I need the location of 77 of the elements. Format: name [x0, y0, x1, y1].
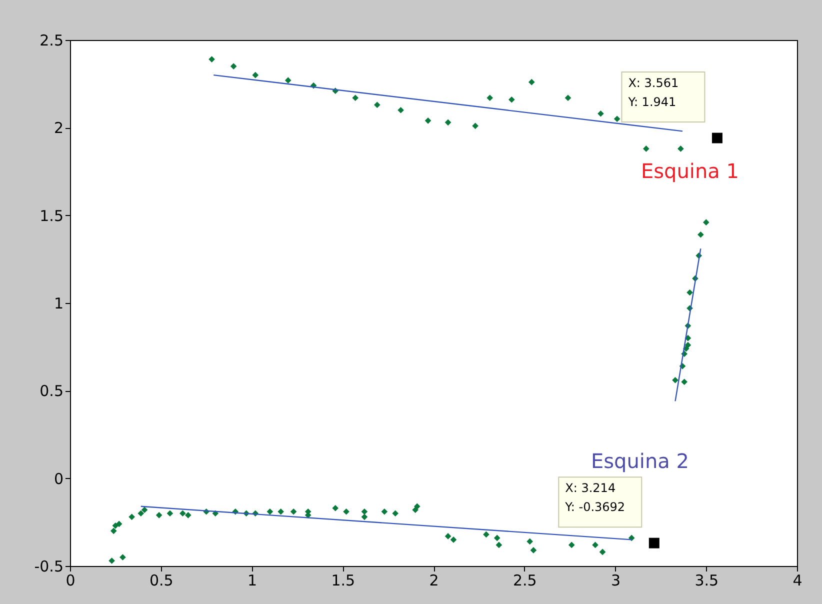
- point: [698, 231, 704, 238]
- point: [116, 520, 122, 528]
- point: [332, 504, 339, 512]
- x-tick-label: 1.5: [331, 572, 356, 590]
- point: [678, 146, 684, 152]
- point: [508, 96, 515, 103]
- point: [614, 116, 620, 122]
- x-tick-label: 0: [66, 572, 76, 590]
- point: [424, 117, 432, 124]
- point: [628, 534, 635, 542]
- annotation: Esquina 1: [641, 159, 739, 183]
- point: [648, 538, 660, 548]
- point: [290, 508, 297, 515]
- point: [702, 219, 710, 226]
- point: [450, 536, 457, 543]
- point: [266, 508, 274, 515]
- point: [712, 132, 722, 144]
- y-tick-label: 0: [54, 470, 64, 488]
- point: [672, 376, 678, 384]
- point: [156, 512, 162, 518]
- x-tick-label: 3.5: [694, 572, 719, 590]
- point: [184, 512, 192, 518]
- point: [472, 122, 478, 130]
- point: [252, 72, 259, 78]
- y-tick-label: 0.5: [40, 382, 64, 400]
- point: [483, 531, 490, 538]
- x-tick-label: 2: [429, 572, 439, 590]
- y-tick-label: 1: [54, 294, 64, 312]
- point: [686, 289, 693, 296]
- point: [110, 528, 117, 534]
- point: [180, 510, 186, 517]
- point: [599, 548, 606, 556]
- point: [398, 106, 404, 114]
- point: [141, 506, 148, 514]
- x-tick-label: 0.5: [149, 572, 174, 590]
- x-tick-label: 1: [247, 572, 258, 590]
- y-tick-label: -0.5: [34, 558, 64, 576]
- point: [412, 506, 418, 514]
- point: [486, 94, 494, 102]
- point: [642, 146, 650, 152]
- point: [361, 514, 368, 520]
- point: [381, 508, 388, 515]
- point: [494, 534, 500, 542]
- point: [108, 558, 115, 564]
- y-tick-label: 2: [54, 119, 64, 138]
- point: [530, 547, 537, 554]
- point: [392, 510, 398, 517]
- annotation: X: 3.214 Y: -0.3692: [564, 481, 626, 514]
- point: [374, 102, 380, 108]
- y-tick-label: 1.5: [40, 206, 64, 225]
- y-tick-label: 2.5: [40, 32, 64, 50]
- point: [444, 119, 452, 126]
- point: [352, 94, 359, 102]
- point: [598, 110, 604, 117]
- x-tick-label: 3: [610, 572, 621, 590]
- x-tick-label: 4: [792, 572, 802, 590]
- point: [208, 56, 215, 62]
- point: [120, 554, 126, 560]
- point: [278, 508, 284, 515]
- point: [166, 510, 174, 517]
- point: [343, 508, 350, 515]
- x-tick-label: 2.5: [512, 572, 537, 590]
- point: [592, 542, 598, 548]
- annotation: Esquina 2: [591, 449, 689, 473]
- point: [568, 542, 575, 548]
- point: [526, 538, 533, 545]
- point: [496, 542, 502, 548]
- point: [138, 510, 144, 517]
- point: [528, 78, 535, 86]
- point: [681, 378, 688, 386]
- point: [361, 508, 368, 515]
- annotation: X: 3.561 Y: 1.941: [627, 76, 679, 110]
- point: [564, 94, 572, 102]
- point: [284, 77, 292, 84]
- point: [128, 514, 135, 520]
- point: [230, 63, 237, 70]
- point: [444, 533, 452, 540]
